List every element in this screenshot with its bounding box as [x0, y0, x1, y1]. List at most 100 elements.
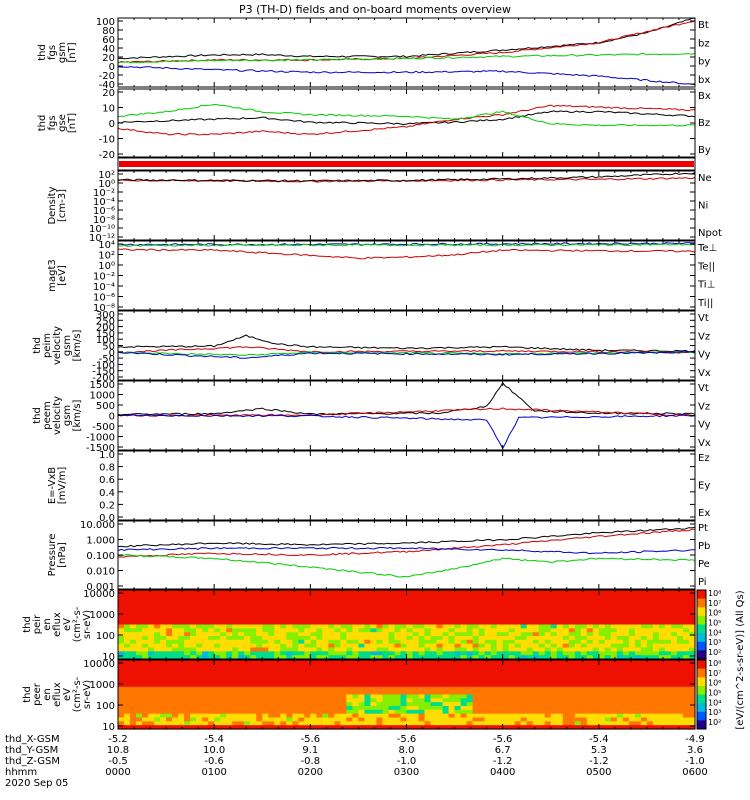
heatmap-cell	[484, 628, 492, 633]
heatmap-cell	[316, 643, 323, 649]
heatmap-cell	[232, 632, 239, 637]
heatmap-cell	[298, 620, 305, 626]
heatmap-cell	[646, 628, 654, 633]
heatmap-cell	[556, 624, 564, 629]
heatmap-cell	[328, 590, 335, 595]
heatmap-cell	[214, 694, 221, 699]
heatmap-cell	[622, 616, 630, 622]
heatmap-cell	[658, 643, 666, 649]
heatmap-cell	[196, 679, 203, 684]
heatmap-cell	[124, 593, 131, 599]
heatmap-cell	[460, 620, 468, 626]
heatmap-cell	[592, 616, 600, 622]
heatmap-cell	[670, 636, 678, 641]
heatmap-cell	[340, 675, 347, 680]
heatmap-cell	[190, 686, 197, 692]
heatmap-cell	[178, 694, 185, 699]
heatmap-cell	[604, 713, 612, 719]
heatmap-cell	[436, 663, 444, 669]
heatmap-cell	[256, 593, 263, 599]
heatmap-cell	[352, 620, 360, 626]
heatmap-cell	[382, 713, 390, 719]
heatmap-cell	[478, 632, 486, 637]
colorbar-tick-label: 10⁸	[708, 589, 721, 598]
heatmap-cell	[508, 593, 516, 599]
heatmap-cell	[382, 679, 390, 684]
heatmap-cell	[640, 717, 648, 722]
heatmap-cell	[604, 717, 612, 722]
heatmap-cell	[190, 601, 197, 606]
heatmap-cell	[244, 632, 251, 637]
heatmap-cell	[580, 698, 588, 703]
heatmap-cell	[448, 675, 456, 680]
heatmap-cell	[262, 671, 269, 676]
heatmap-cell	[310, 721, 317, 726]
heatmap-cell	[598, 709, 606, 715]
heatmap-cell	[574, 725, 582, 730]
heatmap-cell	[328, 679, 335, 684]
heatmap-cell	[670, 613, 678, 618]
heatmap-cell	[262, 660, 269, 665]
heatmap-cell	[634, 698, 642, 703]
heatmap-cell	[670, 605, 678, 610]
heatmap-cell	[214, 713, 221, 719]
heatmap-cell	[178, 679, 185, 684]
heatmap-cell	[526, 605, 534, 610]
y-tick-label: 500	[96, 401, 115, 412]
heatmap-cell	[586, 702, 594, 707]
heatmap-cell	[640, 624, 648, 629]
heatmap-cell	[454, 686, 462, 692]
heatmap-cell	[178, 667, 185, 673]
heatmap-cell	[328, 616, 335, 622]
heatmap-cell	[472, 636, 480, 641]
heatmap-cell	[172, 655, 179, 660]
heatmap-cell	[460, 713, 468, 719]
heatmap-cell	[328, 609, 335, 614]
heatmap-cell	[184, 660, 191, 665]
heatmap-cell	[520, 613, 528, 618]
series-bx-line	[117, 66, 696, 86]
heatmap-cell	[556, 647, 564, 652]
heatmap-cell	[646, 609, 654, 614]
heatmap-cell	[166, 725, 173, 730]
heatmap-cell	[580, 675, 588, 680]
heatmap-cell	[202, 690, 209, 696]
heatmap-cell	[538, 721, 546, 726]
heatmap-cell	[364, 651, 372, 656]
heatmap-cell	[424, 613, 432, 618]
heatmap-cell	[148, 597, 155, 603]
heatmap-cell	[496, 706, 504, 711]
heatmap-cell	[418, 651, 426, 656]
heatmap-cell	[364, 717, 372, 722]
heatmap-cell	[190, 609, 197, 614]
heatmap-cell	[322, 725, 329, 730]
heatmap-cell	[424, 624, 432, 629]
heatmap-cell	[184, 616, 191, 622]
heatmap-cell	[676, 671, 684, 676]
heatmap-cell	[388, 663, 396, 669]
heatmap-cell	[124, 628, 131, 633]
heatmap-cell	[610, 655, 618, 660]
heatmap-cell	[664, 683, 672, 688]
heatmap-cell	[256, 655, 263, 660]
heatmap-cell	[472, 597, 480, 603]
heatmap-cell	[544, 713, 552, 719]
heatmap-cell	[490, 675, 498, 680]
heatmap-cell	[682, 679, 690, 684]
heatmap-cell	[688, 616, 696, 622]
heatmap-cell	[172, 686, 179, 692]
heatmap-cell	[382, 686, 390, 692]
heatmap-cell	[274, 706, 281, 711]
y-axis-label-line: velocity	[52, 326, 63, 365]
heatmap-cell	[340, 686, 347, 692]
heatmap-cell	[130, 651, 137, 656]
heatmap-cell	[520, 651, 528, 656]
heatmap-cell	[664, 702, 672, 707]
heatmap-cell	[118, 632, 125, 637]
heatmap-cell	[442, 660, 450, 665]
heatmap-cell	[682, 597, 690, 603]
heatmap-cell	[124, 706, 131, 711]
heatmap-cell	[508, 624, 516, 629]
heatmap-cell	[466, 605, 474, 610]
